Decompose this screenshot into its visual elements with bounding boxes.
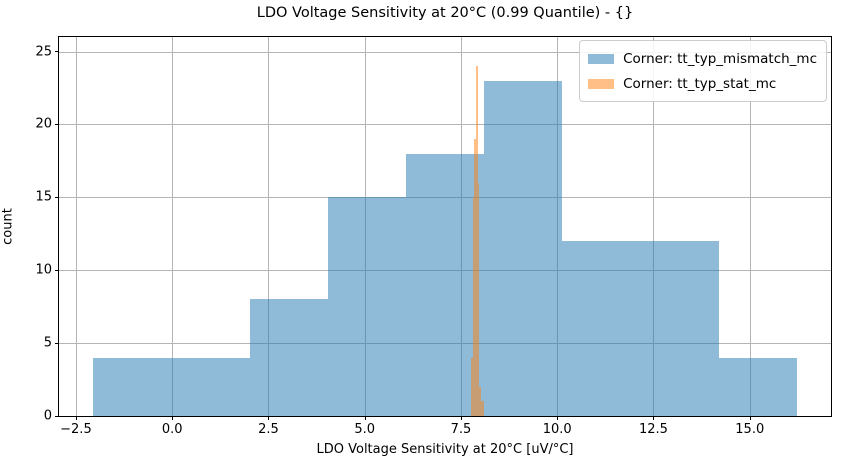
histogram-bar-stat <box>479 386 481 416</box>
x-tick-mark <box>268 416 270 420</box>
histogram-bar-mismatch <box>327 197 406 416</box>
y-tick-mark <box>55 269 59 271</box>
y-tick-label: 20 <box>35 116 52 132</box>
x-tick-label: 2.5 <box>258 422 279 437</box>
gridline-x <box>75 37 77 416</box>
x-axis-label: LDO Voltage Sensitivity at 20°C [uV/°C] <box>316 442 574 457</box>
chart-title: LDO Voltage Sensitivity at 20°C (0.99 Qu… <box>256 5 634 21</box>
y-tick-mark <box>55 415 59 417</box>
histogram-bar-mismatch <box>171 357 250 416</box>
legend-swatch-mismatch-mc <box>588 53 615 64</box>
y-tick-mark <box>55 123 59 125</box>
x-tick-label: 0.0 <box>161 422 183 437</box>
gridline-y <box>59 124 831 126</box>
gridline-x <box>172 37 174 416</box>
legend-row: Corner: tt_typ_stat_mc <box>588 71 817 96</box>
legend: Corner: tt_typ_mismatch_mc Corner: tt_ty… <box>579 40 827 102</box>
histogram-bar-stat <box>472 197 475 416</box>
x-tick-mark <box>653 416 655 420</box>
histogram-bar-stat <box>481 401 485 416</box>
histogram-bar-stat <box>477 182 480 416</box>
plot-area: Corner: tt_typ_mismatch_mc Corner: tt_ty… <box>35 36 832 437</box>
histogram-bar-mismatch <box>405 153 485 416</box>
x-tick-mark <box>75 416 77 420</box>
y-tick-mark <box>55 342 59 344</box>
y-tick-label: 25 <box>35 44 52 60</box>
x-tick-mark <box>364 416 366 420</box>
histogram-bar-mismatch <box>484 80 563 416</box>
x-tick-mark <box>749 416 751 420</box>
x-tick-label: 10.0 <box>542 422 572 437</box>
histogram-bar-mismatch <box>562 241 641 416</box>
y-tick-label: 10 <box>35 262 52 278</box>
histogram-bar-mismatch <box>93 357 172 416</box>
gridline-y <box>59 51 831 53</box>
legend-label: Corner: tt_typ_mismatch_mc <box>623 50 817 67</box>
x-tick-label: 12.5 <box>639 422 668 437</box>
legend-label: Corner: tt_typ_stat_mc <box>623 75 777 92</box>
legend-swatch-stat-mc <box>588 78 615 89</box>
histogram-bar-stat <box>471 357 473 416</box>
gridline-x <box>268 37 270 416</box>
x-tick-label: −2.5 <box>60 422 92 437</box>
gridline-x <box>653 37 655 416</box>
histogram-bar-mismatch <box>249 299 328 416</box>
legend-row: Corner: tt_typ_mismatch_mc <box>588 46 817 71</box>
y-tick-label: 0 <box>43 408 52 424</box>
y-tick-mark <box>55 196 59 198</box>
x-tick-mark <box>460 416 462 420</box>
histogram-bar-stat <box>475 66 478 416</box>
x-tick-label: 7.5 <box>450 422 472 437</box>
x-tick-mark <box>172 416 174 420</box>
histogram-bar-mismatch <box>640 241 719 416</box>
x-tick-mark <box>557 416 559 420</box>
histogram-bar-stat <box>474 139 476 416</box>
x-tick-label: 15.0 <box>735 422 765 437</box>
y-tick-mark <box>55 51 59 53</box>
y-axis-label: count <box>0 208 16 245</box>
y-tick-label: 5 <box>43 335 52 351</box>
histogram-bar-mismatch <box>718 357 797 416</box>
x-tick-label: 5.0 <box>354 422 376 437</box>
gridline-x <box>749 37 751 416</box>
y-tick-label: 15 <box>35 189 52 205</box>
